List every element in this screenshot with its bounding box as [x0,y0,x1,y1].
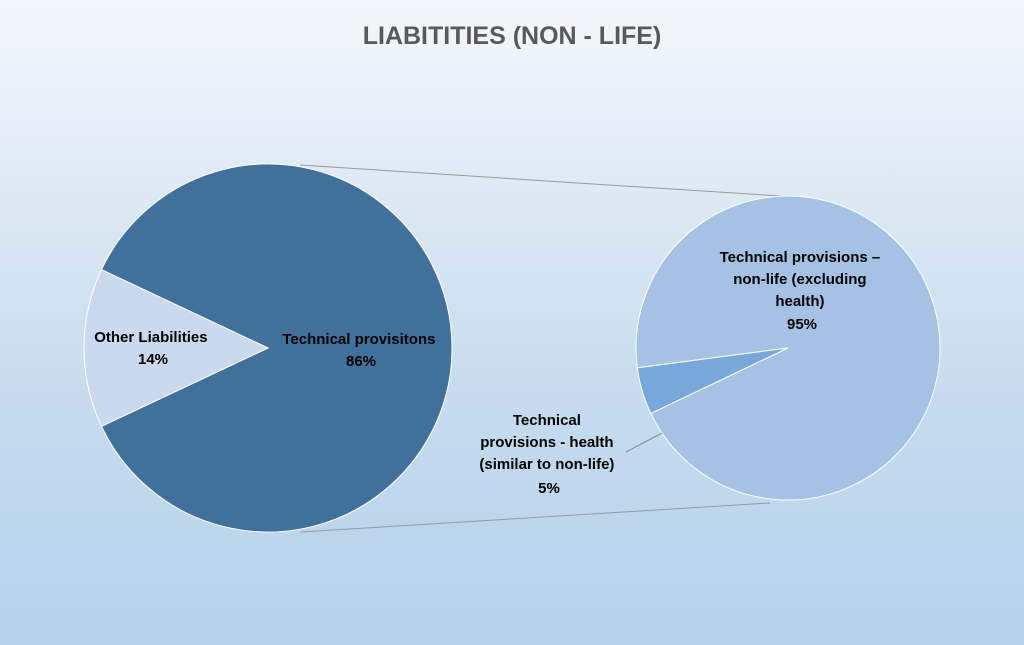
label-line: (similar to non-life) [479,456,614,473]
label-value: 14% [138,351,168,368]
secondary-pie [635,195,941,501]
label-line: Technical [513,412,581,429]
data-label-technical-provisions: Technical provisitons 86% [282,331,439,370]
main-pie [83,163,453,533]
leader-line-health [625,432,663,453]
label-line: provisions - health [480,434,613,451]
label-name: Technical provisitons [282,331,435,348]
slice-other-liabilities [83,268,270,428]
label-line: Technical provisions – [720,249,881,266]
label-line: health) [775,293,824,310]
data-label-other-liabilities: Other Liabilities 14% [94,329,212,368]
label-value: 5% [538,480,560,497]
data-label-health: Technical provisions - health (similar t… [479,412,618,497]
slice-technical-provisions-health [636,347,789,415]
label-value: 86% [346,353,376,370]
label-value: 95% [787,316,817,333]
chart-title: LIABITITIES (NON - LIFE) [363,22,662,50]
label-line: non-life (excluding [733,271,866,288]
data-label-non-life: Technical provisions – non-life (excludi… [720,249,885,333]
label-name: Other Liabilities [94,329,207,346]
slice-technical-provisions [100,163,453,533]
connector-line-bottom [299,502,771,533]
connector-line-top [299,164,796,198]
